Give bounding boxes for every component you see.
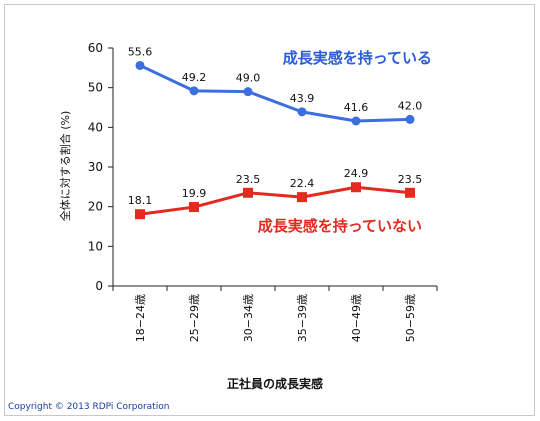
series-group: 55.6 49.2 49.0 43.9 41.6 42.0 18.1 19.9 23.5 22.4… (128, 45, 423, 220)
x-tick-label: 18−24歳 (134, 294, 147, 342)
series-negative: 18.1 19.9 23.5 22.4 24.9 23.5 (128, 167, 423, 220)
data-point (405, 187, 415, 198)
data-point (351, 182, 361, 193)
data-point (297, 107, 307, 117)
data-point (297, 192, 307, 203)
data-point (189, 86, 199, 96)
x-tick-label: 25−29歳 (188, 294, 201, 342)
y-tick-label: 30 (88, 160, 103, 174)
data-label: 42.0 (398, 99, 423, 112)
data-label: 49.2 (182, 71, 207, 84)
y-tick-label: 60 (88, 41, 103, 55)
chart-axes (108, 47, 438, 291)
data-point (135, 209, 145, 220)
data-point (243, 187, 253, 198)
data-label: 23.5 (398, 173, 423, 186)
data-point (243, 87, 253, 97)
series-label-negative: 成長実感を持っていない (258, 217, 422, 235)
x-axis-label: 正社員の成長実感 (227, 376, 323, 391)
series-label-positive: 成長実感を持っている (283, 49, 432, 67)
y-tick-labels: 0 10 20 30 40 50 60 (88, 41, 103, 293)
data-point (351, 116, 361, 126)
y-tick-label: 40 (88, 120, 103, 134)
data-label: 19.9 (182, 187, 207, 200)
y-tick-label: 20 (88, 200, 103, 214)
y-axis-label: 全体に対する割合 (%) (58, 111, 72, 222)
data-label: 49.0 (236, 72, 261, 85)
data-label: 43.9 (290, 92, 315, 105)
y-tick-label: 0 (95, 279, 103, 293)
x-tick-label: 30−34歳 (242, 294, 255, 342)
data-label: 55.6 (128, 45, 153, 58)
x-tick-label: 40−49歳 (350, 294, 363, 342)
data-label: 22.4 (290, 177, 315, 190)
data-point (405, 114, 415, 124)
series-line (139, 185, 411, 216)
series-line (139, 64, 411, 123)
series-positive: 55.6 49.2 49.0 43.9 41.6 42.0 (128, 45, 423, 126)
data-label: 18.1 (128, 194, 153, 207)
copyright-notice: Copyright © 2013 RDPi Corporation (8, 402, 170, 412)
data-label: 23.5 (236, 173, 261, 186)
x-tick-label: 35−39歳 (296, 294, 309, 342)
y-tick-label: 10 (88, 239, 103, 253)
data-point (189, 202, 199, 213)
y-tick-label: 50 (88, 81, 103, 95)
x-tick-label: 50−59歳 (404, 294, 417, 342)
chart-frame (4, 4, 535, 416)
x-tick-labels: 18−24歳 25−29歳 30−34歳 35−39歳 40−49歳 50−59歳 (134, 294, 417, 342)
data-label: 41.6 (344, 101, 369, 114)
data-label: 24.9 (344, 167, 369, 180)
data-point (135, 60, 145, 70)
